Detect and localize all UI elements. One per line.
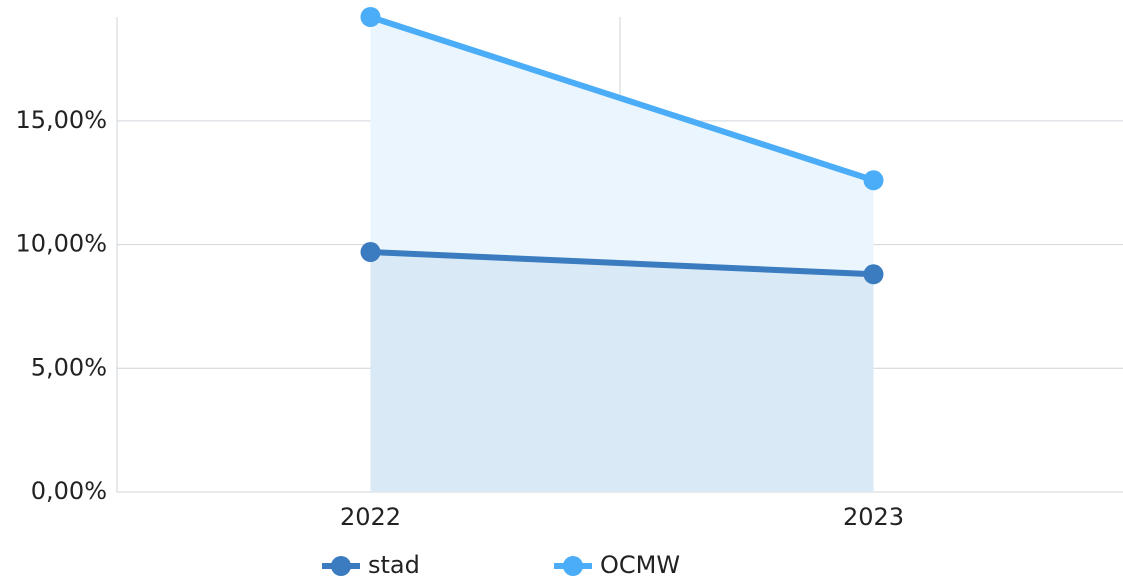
point — [360, 242, 381, 263]
point — [863, 170, 884, 191]
line — [369, 14, 875, 184]
point — [863, 264, 884, 285]
legend-marker — [563, 556, 583, 576]
x-tick-label: 2023 — [843, 503, 904, 531]
line — [370, 249, 874, 278]
y-tick-label: 5,00% — [31, 353, 107, 381]
y-tick-label: 0,00% — [31, 477, 107, 505]
legend-label: OCMW — [600, 551, 680, 579]
legend-marker — [331, 556, 351, 576]
point — [360, 7, 381, 27]
legend-label: stad — [368, 551, 420, 579]
area — [370, 252, 874, 492]
x-tick-label: 2022 — [340, 503, 401, 531]
y-tick-label: 15,00% — [15, 106, 107, 134]
y-tick-label: 10,00% — [15, 230, 107, 258]
